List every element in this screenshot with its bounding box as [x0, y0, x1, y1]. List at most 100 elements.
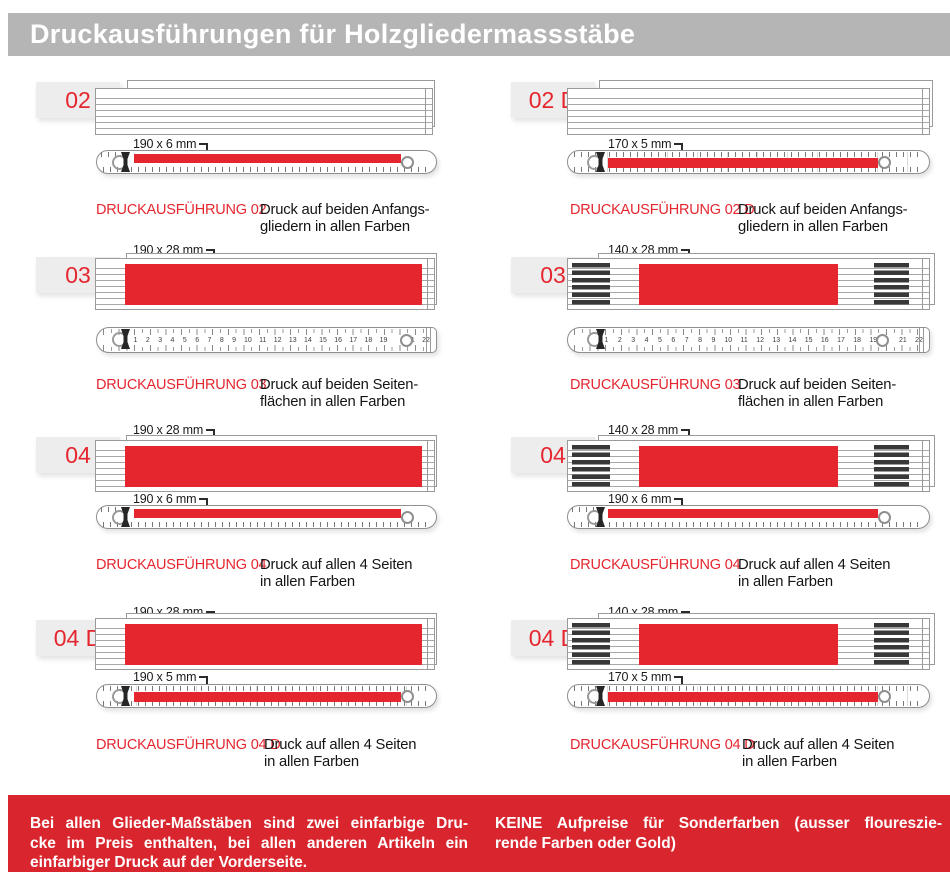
code-label: 02 — [65, 86, 91, 113]
ruler-number: 10 — [243, 336, 252, 344]
ruler-end-line — [922, 441, 923, 491]
ruler-number: 3 — [158, 336, 163, 344]
caption-text: Druck auf beiden Seiten- flächen in alle… — [738, 377, 897, 410]
tick-marks — [103, 167, 430, 172]
ruler-number: 7 — [207, 336, 212, 344]
tick-marks — [574, 152, 923, 157]
code-label: 04 D — [53, 624, 103, 651]
hole-icon — [876, 334, 889, 347]
ruler-number: 10 — [724, 336, 733, 344]
dimension-text: 170 x 5 mm — [608, 137, 672, 151]
ruler-number: 8 — [698, 336, 703, 344]
tick-marks — [574, 686, 923, 691]
tick-marks — [574, 345, 923, 351]
ruler-number: 8 — [219, 336, 224, 344]
caption-text: Druck auf allen 4 Seiten in allen Farben — [742, 737, 895, 770]
dimension-text: 190 x 6 mm — [133, 137, 197, 151]
tick-marks — [103, 701, 430, 706]
ruler-number: 14 — [788, 336, 797, 344]
ruler-number: 6 — [671, 336, 676, 344]
ruler-strip — [567, 150, 930, 174]
rivet-icon — [121, 329, 130, 349]
caption-text: Druck auf beiden Anfangs- gliedern in al… — [738, 202, 908, 235]
ruler-number: 12 — [273, 336, 282, 344]
folded-ruler — [95, 618, 435, 670]
ruler-number: 13 — [772, 336, 781, 344]
print-area — [608, 158, 878, 168]
hole-icon — [878, 690, 891, 703]
code-label: 04 — [540, 441, 566, 468]
ruler-end-line — [425, 89, 426, 134]
caption-title: DRUCKAUSFÜHRUNG 04 D — [96, 737, 281, 753]
hole-icon — [401, 690, 414, 703]
numbered-ruler: 123456789101112131415161718192122 — [96, 327, 437, 353]
ruler-strip — [567, 684, 930, 708]
folded-ruler — [567, 440, 930, 492]
page-title-bar: Druckausführungen für Holzgliedermassstä… — [8, 13, 950, 56]
dimension-text: 170 x 5 mm — [608, 670, 672, 684]
ruler-number: 15 — [804, 336, 813, 344]
tick-marks — [103, 345, 430, 351]
tick-marks — [574, 167, 923, 172]
ruler-number: 18 — [364, 336, 373, 344]
hole-icon — [401, 511, 414, 524]
ruler-number: 11 — [259, 336, 267, 344]
hole-icon — [878, 156, 891, 169]
ruler-number: 2 — [145, 336, 150, 344]
caption-title: DRUCKAUSFÜHRUNG 02 D — [570, 202, 755, 218]
folded-ruler — [567, 88, 930, 135]
rivet-icon — [596, 329, 605, 349]
print-area — [125, 264, 422, 305]
tick-marks — [572, 507, 598, 512]
rivet-icon — [596, 507, 605, 527]
rivet-icon — [121, 686, 130, 706]
ruler-number: 6 — [195, 336, 200, 344]
caption-text: Druck auf beiden Anfangs- gliedern in al… — [260, 202, 430, 235]
ruler-strip — [567, 505, 930, 529]
ruler-number: 3 — [631, 336, 636, 344]
rivet-icon — [121, 152, 130, 172]
black-tip-segments — [572, 263, 610, 305]
hole-icon — [400, 334, 413, 347]
print-area — [134, 692, 401, 702]
caption-title: DRUCKAUSFÜHRUNG 04 D — [570, 737, 755, 753]
tick-marks — [574, 329, 923, 335]
folded-ruler — [95, 258, 435, 310]
ruler-number: 5 — [182, 336, 187, 344]
black-tip-segments — [572, 445, 610, 487]
print-area — [639, 264, 838, 305]
ruler-end-line — [427, 259, 428, 309]
ruler-number: 13 — [288, 336, 297, 344]
ruler-number: 16 — [334, 336, 342, 344]
ruler-number: 14 — [303, 336, 312, 344]
ruler-number: 7 — [684, 336, 689, 344]
tick-marks — [574, 701, 923, 706]
hole-icon — [401, 156, 414, 169]
print-area — [134, 509, 401, 518]
print-area — [639, 446, 838, 487]
caption-title: DRUCKAUSFÜHRUNG 04 — [570, 557, 741, 573]
dimension-text: 140 x 28 mm — [608, 423, 679, 437]
print-area — [134, 154, 401, 163]
page-title: Druckausführungen für Holzgliedermassstä… — [30, 19, 636, 49]
ruler-number: 19 — [379, 336, 388, 344]
black-tip-segments — [572, 623, 610, 665]
ruler-number: 18 — [853, 336, 862, 344]
dimension-text: 190 x 6 mm — [608, 492, 672, 506]
folded-ruler — [95, 88, 433, 135]
tick-marks — [103, 686, 430, 691]
black-tip-segments — [874, 263, 909, 305]
caption-text: Druck auf beiden Seiten- flächen in alle… — [260, 377, 419, 410]
ruler-number: 17 — [837, 336, 845, 344]
ruler-number: 17 — [349, 336, 358, 344]
tick-marks — [103, 329, 430, 335]
ruler-number: 15 — [319, 336, 327, 344]
ruler-end-line — [427, 441, 428, 491]
ruler-end-line — [919, 328, 920, 352]
tick-marks — [101, 152, 127, 157]
tick-marks — [101, 507, 127, 512]
print-area — [639, 624, 838, 665]
print-area — [125, 446, 422, 487]
footer-note-bar: Bei allen Glieder-Maßstäben sind zwei ei… — [8, 795, 950, 872]
ruler-end-line — [922, 619, 923, 669]
